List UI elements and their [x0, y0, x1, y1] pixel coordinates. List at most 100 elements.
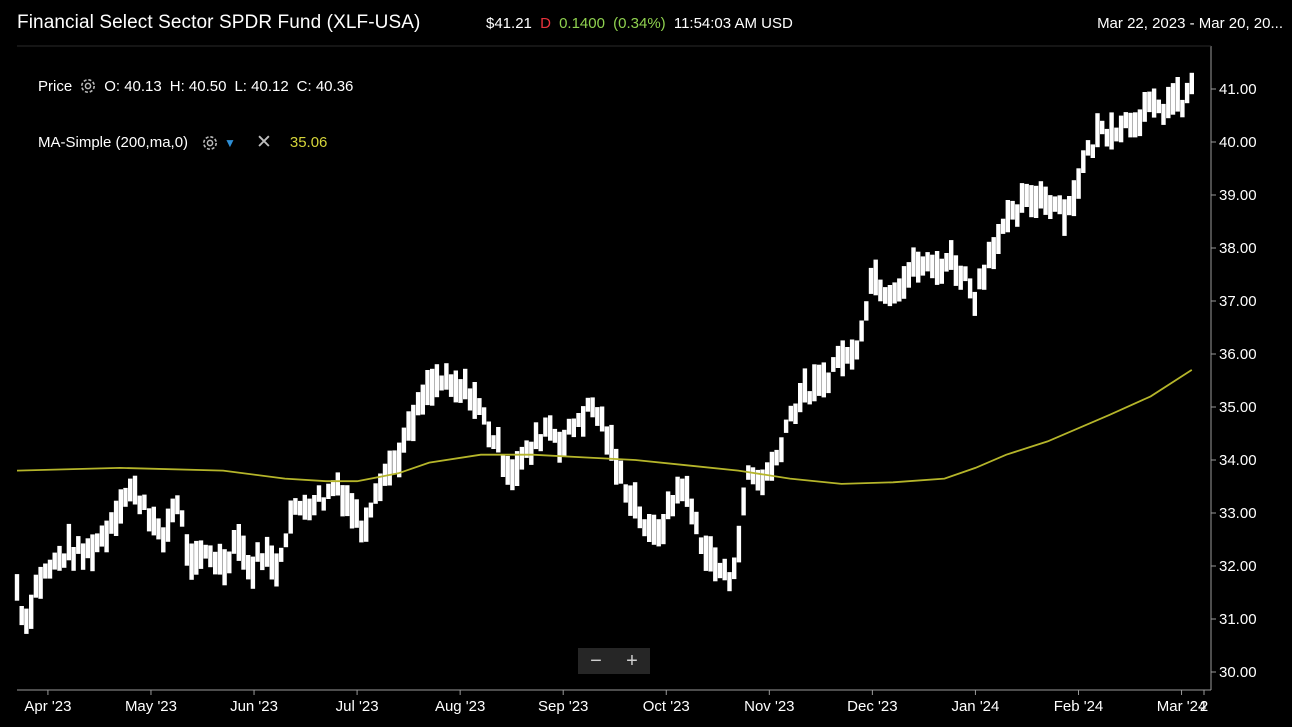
y-tick-label: 31.00: [1219, 611, 1257, 628]
price-bar: [1000, 218, 1006, 234]
price-bar: [80, 543, 86, 570]
price-bar: [264, 536, 270, 567]
price-bar: [1015, 204, 1020, 227]
price-bar: [52, 552, 57, 570]
price-bar: [1180, 99, 1185, 118]
price-bar: [500, 454, 506, 477]
price-bar: [783, 419, 789, 433]
x-tick-label: Nov '23: [744, 698, 794, 715]
price-bar: [425, 370, 430, 406]
price-bar: [203, 544, 208, 559]
price-bar: [708, 536, 713, 572]
price-bar: [189, 543, 194, 580]
price-bar: [514, 451, 520, 486]
price-bar: [949, 240, 954, 270]
x-tick-label: Aug '23: [435, 698, 485, 715]
price-bar: [316, 485, 322, 502]
price-bar: [972, 291, 977, 316]
price-bar: [717, 562, 723, 579]
price-bar: [330, 480, 336, 497]
date-range[interactable]: Mar 22, 2023 - Mar 20, 20...: [1097, 15, 1283, 32]
price-bar: [378, 473, 383, 502]
x-tick-label: Jul '23: [336, 698, 379, 715]
price-flag: D: [540, 15, 551, 32]
price-bar: [1104, 128, 1110, 147]
price-bar: [33, 574, 39, 598]
price-bar: [246, 555, 251, 580]
price-bar: [977, 268, 982, 290]
price-bar: [109, 512, 114, 534]
price-bar: [736, 525, 742, 563]
price-bar: [14, 574, 20, 601]
price-bar: [1147, 91, 1152, 113]
price-bar: [963, 266, 968, 282]
price-bar: [326, 483, 331, 499]
price-bar: [156, 518, 161, 540]
x-axis: Apr '23 May '23 Jun '23 Jul '23 Aug '23 Sep '…: [24, 690, 1208, 715]
price-bar: [1161, 103, 1166, 125]
price-bar: [670, 495, 675, 517]
price-bar: [274, 553, 279, 587]
price-bar: [255, 542, 260, 562]
price-bar: [562, 429, 567, 457]
price-bar: [548, 415, 553, 441]
x-tick-label: Sep '23: [538, 698, 588, 715]
price-bar: [1010, 200, 1015, 220]
price-bar: [991, 237, 996, 270]
price-bar: [703, 535, 709, 571]
price-bar: [505, 455, 510, 485]
price-bar: [901, 266, 907, 299]
price-bar: [198, 540, 204, 569]
price-bar: [958, 265, 963, 290]
price-bar: [29, 594, 34, 629]
price-bar: [873, 259, 878, 296]
y-tick-label: 41.00: [1219, 81, 1257, 98]
ohlc-high: H: 40.50: [169, 77, 227, 95]
price-bar: [533, 422, 539, 450]
price-bar: [170, 498, 175, 523]
x-tick-label: Feb '24: [1054, 698, 1104, 715]
price-bar: [1156, 99, 1161, 114]
price-change: 0.1400: [559, 15, 605, 32]
price-bar: [453, 370, 458, 403]
price-bar: [448, 374, 454, 397]
price-bar: [944, 253, 949, 272]
price-bar: [967, 278, 973, 299]
x-tick-label: 2: [1200, 698, 1208, 715]
price-bar: [510, 459, 515, 491]
price-bar: [222, 549, 227, 586]
price-bar: [614, 448, 619, 485]
gear-icon[interactable]: [78, 76, 98, 96]
price-bar: [128, 478, 133, 502]
y-tick-label: 33.00: [1219, 505, 1257, 522]
zoom-out-button[interactable]: −: [590, 649, 602, 672]
price-bar: [392, 450, 397, 474]
price-bar: [359, 520, 364, 543]
price-bar: [1175, 77, 1180, 112]
price-bar: [519, 446, 525, 470]
gear-icon[interactable]: [200, 133, 220, 153]
close-icon[interactable]: ✕: [255, 132, 272, 153]
price-bar: [415, 392, 421, 416]
x-tick-label: Apr '23: [24, 698, 71, 715]
price-bar: [283, 533, 289, 548]
price-bar: [1062, 199, 1067, 236]
price-bar: [123, 487, 128, 507]
ma-value: 35.06: [289, 134, 328, 151]
zoom-in-button[interactable]: +: [626, 649, 638, 672]
price-bar: [175, 495, 180, 515]
price-bar: [760, 469, 765, 496]
price-bar: [722, 558, 727, 581]
price-bar: [279, 547, 284, 562]
price-bar: [538, 434, 543, 452]
chevron-down-icon[interactable]: ▼: [224, 135, 236, 150]
price-bar: [647, 514, 652, 542]
price-bar: [953, 255, 959, 286]
price-bar: [1085, 140, 1091, 156]
quote-summary: $41.21 D 0.1400 (0.34%) 11:54:03 AM USD: [486, 15, 797, 32]
price-bar: [472, 382, 477, 419]
price-bar: [477, 398, 482, 415]
price-change-pct: (0.34%): [613, 15, 666, 32]
price-bar: [604, 426, 609, 455]
